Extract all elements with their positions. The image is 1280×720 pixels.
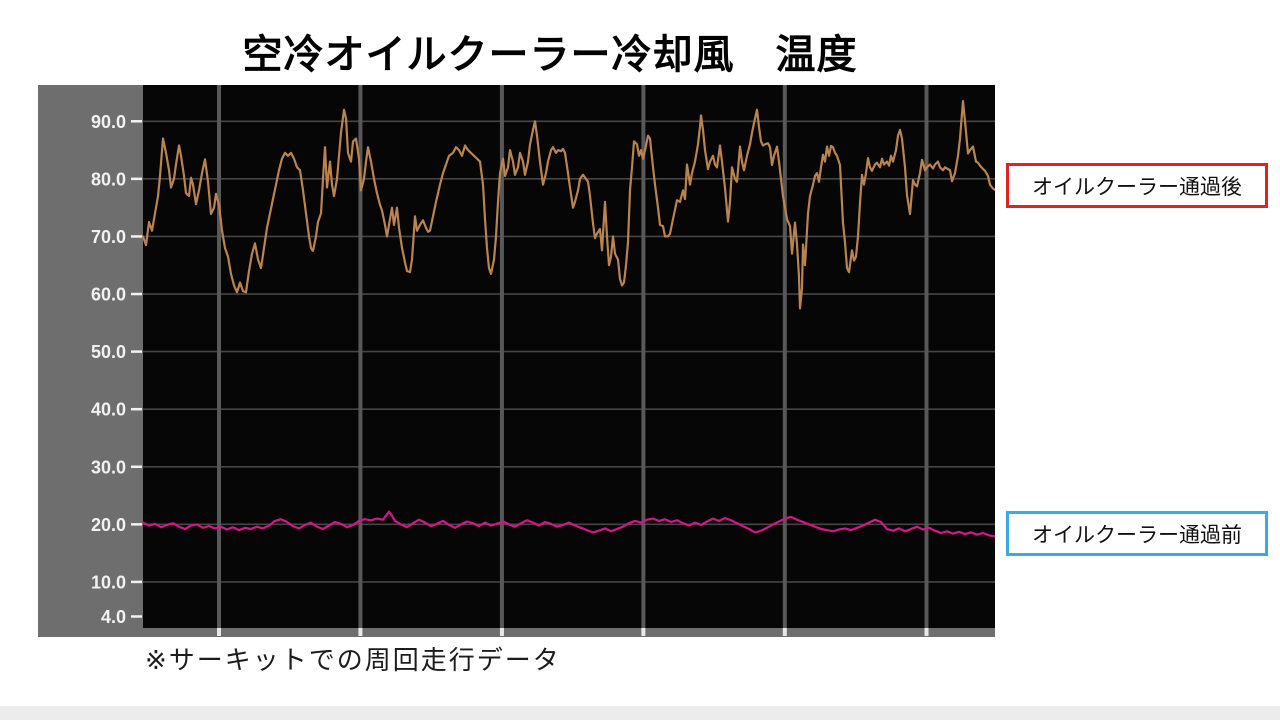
y-tick-label: 70.0 — [91, 227, 126, 247]
x-tick — [924, 628, 929, 636]
window-bottom-strip — [0, 706, 1280, 720]
after-cooler-line — [141, 100, 995, 310]
x-tick — [216, 628, 221, 636]
legend-after-label: オイルクーラー通過後 — [1032, 175, 1242, 199]
x-tick — [782, 628, 787, 636]
legend-before-box: オイルクーラー通過前 — [1006, 511, 1268, 556]
chart-title: 空冷オイルクーラー冷却風 温度 — [242, 33, 858, 77]
y-tick-label: 80.0 — [91, 169, 126, 189]
y-tick-label: 10.0 — [91, 572, 126, 592]
y-tick-label: 90.0 — [91, 112, 126, 132]
chart-panel: 90.0 80.0 70.0 60.0 50.0 40.0 30.0 20.0 10.0 4.0 — [38, 85, 995, 637]
y-tick-label: 4.0 — [101, 607, 126, 627]
legend-after-box: オイルクーラー通過後 — [1006, 163, 1268, 208]
before-cooler-line — [141, 510, 995, 538]
y-tick-label: 40.0 — [91, 400, 126, 420]
x-tick — [641, 628, 646, 636]
x-tick — [499, 628, 504, 636]
y-tick-label: 30.0 — [91, 457, 126, 477]
footnote: ※サーキットでの周回走行データ — [145, 645, 561, 675]
y-tick-label: 60.0 — [91, 285, 126, 305]
chart-svg: 90.0 80.0 70.0 60.0 50.0 40.0 30.0 20.0 10.0 4.0 — [91, 85, 995, 636]
y-tick-label: 20.0 — [91, 515, 126, 535]
x-tick — [358, 628, 363, 636]
legend-before-label: オイルクーラー通過前 — [1032, 523, 1242, 547]
y-tick-label: 50.0 — [91, 342, 126, 362]
